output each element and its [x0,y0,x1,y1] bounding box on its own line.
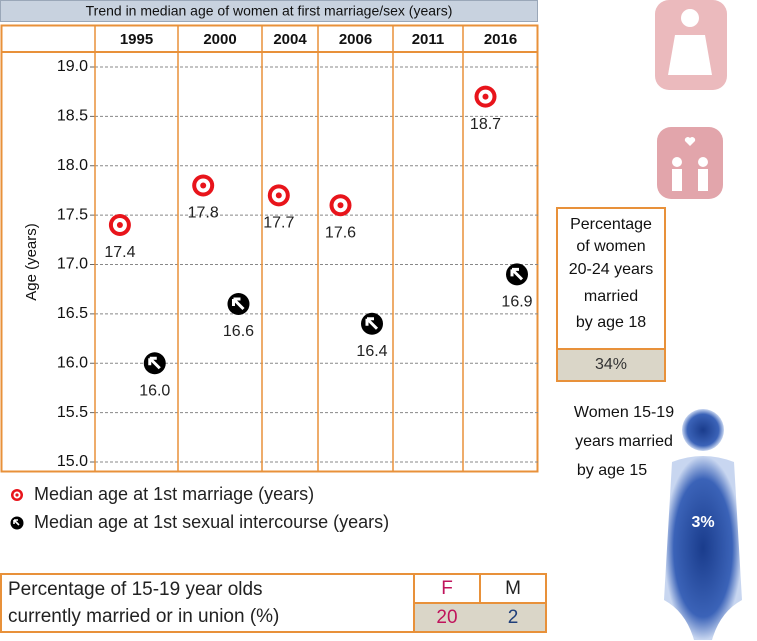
data-label: 17.8 [188,205,219,222]
y-tick-label: 16.5 [57,305,88,322]
icon-heart [684,137,696,146]
panel-text: married [584,288,638,305]
plot: 15.0 15.5 16.0 16.5 17.0 17.5 18.0 18.5 19.0 1995… [57,26,538,471]
y-tick-label: 16.0 [57,354,88,371]
chart-title: Trend in median age of women at first ma… [86,3,453,19]
sex-marker [227,293,250,315]
x-tick-label: 1995 [120,31,153,48]
legend-marker [15,493,19,497]
legend-label: Median age at 1st sexual intercourse (ye… [34,512,389,532]
sex-marker [361,312,383,335]
icon-figure [681,9,699,27]
sex-marker [506,263,528,286]
marker-arrow [148,356,161,370]
panel-text: by age 15 [577,462,647,479]
y-tick-label: 18.5 [57,108,88,125]
marker-dot [116,222,123,228]
icon-figure [698,169,708,191]
marriage-marker [329,194,352,217]
icon-figure [668,35,712,75]
marriage-marker [474,85,497,108]
table-value-bg [415,604,545,631]
data-label: 17.7 [263,215,294,232]
panel-text: Percentage [570,216,652,233]
panel-text: Women 15-19 [574,404,674,421]
panel-value-bg [558,350,664,380]
marriage-marker [192,174,215,197]
data-label: 18.7 [470,116,501,133]
panel-text: of women [576,238,645,255]
chart-frame [0,24,539,473]
sex-marker [143,352,166,375]
panel-value: 3% [691,514,714,531]
person-head [682,409,724,451]
marker-dot [200,182,207,189]
marker-arrow [231,297,245,311]
legend-marker [13,519,20,526]
y-tick-label: 15.5 [57,404,88,421]
icon-bg [657,127,723,199]
union-table: Percentage of 15-19 year olds currently … [0,573,547,633]
y-tick-label: 15.0 [57,453,88,470]
table-value: 2 [508,607,519,628]
x-tick-label: 2006 [339,31,372,48]
panel-text: by age 18 [576,314,646,331]
marker-arrow [510,267,524,281]
title-bar [0,0,538,22]
table-header: F [441,578,453,599]
y-tick-label: 17.0 [57,256,88,273]
married-by-18: Percentage of women 20-24 years married … [556,207,666,382]
icon-figure [672,169,682,191]
data-label: 16.4 [356,343,387,360]
legend: Median age at 1st marriage (years) Media… [10,484,389,532]
panel-value: 34% [595,356,627,373]
y-tick-label: 19.0 [57,58,88,75]
data-label: 16.6 [223,323,254,340]
person-body [664,456,742,640]
panel-text: years married [575,433,673,450]
icon-figure [698,157,708,167]
couple-icon [655,0,727,199]
x-tick-label: 2004 [273,31,307,48]
x-tick-label: 2000 [203,31,236,48]
legend-label: Median age at 1st marriage (years) [34,484,314,504]
marker-dot [337,202,344,209]
marker-dot [275,192,282,199]
married-by-15: Women 15-19 years married by age 15 3% [574,404,742,640]
panel-text: 20-24 years [569,261,654,278]
data-label: 16.9 [501,294,532,311]
table-value: 20 [436,607,457,628]
y-axis-label: Age (years) [23,223,40,301]
x-tick-label: 2016 [484,31,517,48]
table-label: currently married or in union (%) [8,606,279,627]
table-label: Percentage of 15-19 year olds [8,579,263,600]
marker-dot [482,93,489,100]
y-tick-label: 17.5 [57,206,88,223]
marriage-marker [267,184,290,207]
data-label: 17.6 [325,224,356,241]
y-tick-label: 18.0 [57,157,88,174]
icon-figure [672,157,682,167]
x-tick-label: 2011 [412,31,445,48]
data-label: 17.4 [104,244,135,261]
data-label: 16.0 [139,382,170,399]
marriage-marker [108,214,131,236]
marker-arrow [365,317,379,330]
table-header: M [505,578,521,599]
